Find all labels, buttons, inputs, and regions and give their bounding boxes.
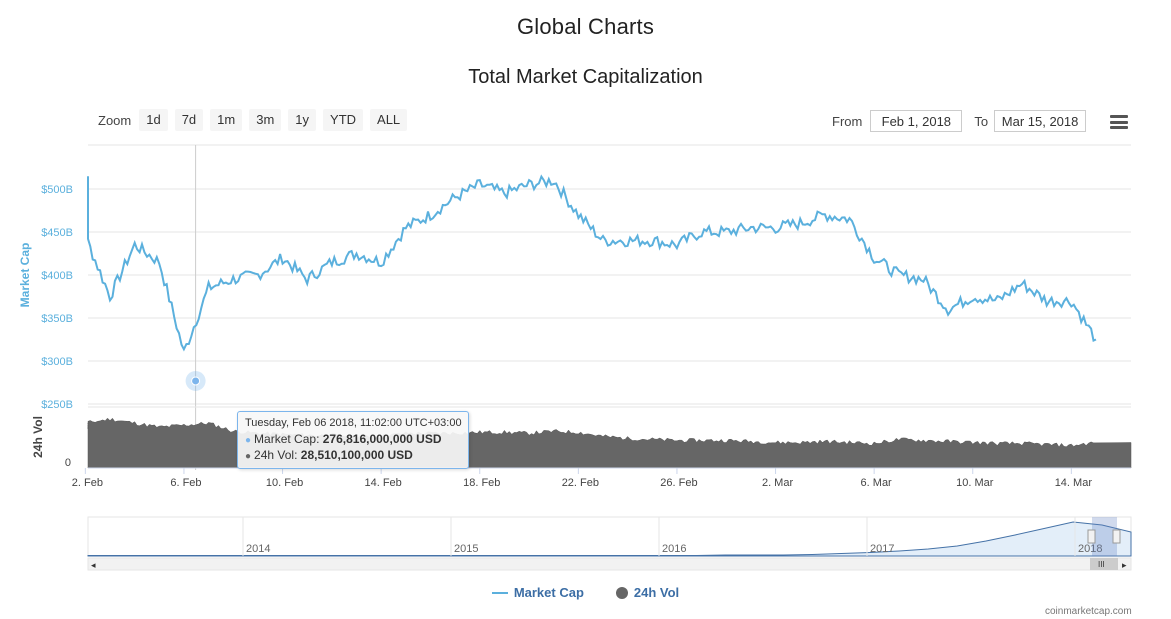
scrollbar-thumb: [1090, 558, 1118, 570]
legend-dot-icon: [615, 586, 628, 599]
scroll-right-arrow-icon: ▸: [1122, 560, 1127, 570]
x-tick-label: 18. Feb: [463, 477, 500, 489]
navigator-series: [87, 521, 1132, 557]
chart-legend: Market Cap 24h Vol: [0, 585, 1171, 600]
from-label: From: [832, 113, 863, 129]
navigator-right-handle: [1112, 529, 1121, 544]
zoom-ytd-button[interactable]: YTD: [323, 109, 364, 131]
hover-point-marker: [191, 376, 201, 386]
x-tick-label: 6. Mar: [861, 477, 893, 489]
navigator-year-label: 2014: [246, 543, 270, 555]
navigator-year-label: 2016: [662, 543, 686, 555]
zoom-7d-button[interactable]: 7d: [174, 109, 204, 131]
legend-market-cap-label: Market Cap: [513, 585, 584, 600]
chart-title: Total Market Capitalization: [468, 66, 703, 88]
scrollbar-grip-icon: III: [1098, 560, 1105, 569]
y-tick-label: $250B: [41, 399, 73, 411]
hamburger-menu-icon[interactable]: [1110, 115, 1128, 129]
tooltip-vol-label: 24h Vol:: [254, 448, 301, 462]
x-tick-label: 10. Mar: [956, 477, 994, 489]
x-tick-label: 2. Feb: [72, 477, 103, 489]
zoom-3m-button[interactable]: 3m: [249, 109, 282, 131]
zoom-1m-button[interactable]: 1m: [210, 109, 243, 131]
tooltip-vol-value: 28,510,100,000 USD: [300, 448, 413, 462]
x-tick-label: 6. Feb: [170, 477, 201, 489]
date-range: From To: [832, 110, 1087, 132]
page-title: Global Charts: [516, 14, 655, 39]
to-label: To: [974, 113, 989, 129]
x-tick-label: 26. Feb: [660, 477, 697, 489]
zoom-label: Zoom: [98, 112, 132, 128]
tooltip-market-cap-dot-icon: ●: [245, 435, 252, 446]
tooltip-market-cap-row: ● Market Cap: 276,816,000,000 USD: [245, 432, 468, 448]
x-tick-label: 2. Mar: [762, 477, 794, 489]
y-tick-label: $350B: [41, 313, 73, 325]
x-tick-label: 22. Feb: [562, 477, 599, 489]
y-tick-label: $400B: [41, 270, 73, 282]
volume-axis-title: 24h Vol: [31, 416, 45, 458]
navigator-left-handle: [1087, 529, 1096, 544]
tooltip-vol-dot-icon: ●: [245, 451, 252, 462]
from-date-input[interactable]: [870, 110, 963, 132]
navigator-year-label: 2018: [1078, 543, 1102, 555]
y-axis-title: Market Cap: [18, 243, 32, 308]
x-tick-label: 10. Feb: [266, 477, 303, 489]
scrollbar-track: [87, 557, 1132, 571]
to-date-input[interactable]: [994, 110, 1087, 132]
legend-item-market-cap[interactable]: Market Cap: [491, 585, 584, 600]
legend-item-vol[interactable]: 24h Vol: [615, 585, 680, 600]
market-cap-series-line: [87, 174, 1097, 352]
volume-tick-label: 0: [65, 457, 71, 469]
tooltip-header: Tuesday, Feb 06 2018, 11:02:00 UTC+03:00: [245, 417, 462, 429]
credit-link[interactable]: coinmarketcap.com: [1045, 606, 1132, 617]
y-tick-label: $450B: [41, 227, 73, 239]
zoom-all-button[interactable]: ALL: [370, 109, 408, 131]
y-tick-label: $300B: [41, 356, 73, 368]
legend-vol-label: 24h Vol: [633, 585, 680, 600]
navigator-year-label: 2015: [454, 543, 478, 555]
x-tick-label: 14. Feb: [364, 477, 401, 489]
zoom-1d-button[interactable]: 1d: [139, 109, 168, 131]
zoom-toolbar: Zoom 1d 7d 1m 3m 1y YTD ALL: [98, 109, 414, 131]
y-tick-label: $500B: [41, 184, 73, 196]
tooltip-market-cap-value: 276,816,000,000 USD: [322, 432, 442, 446]
scroll-left-arrow-icon: ◂: [91, 560, 96, 570]
chart-tooltip: Tuesday, Feb 06 2018, 11:02:00 UTC+03:00…: [237, 411, 469, 469]
x-tick-label: 14. Mar: [1055, 477, 1093, 489]
zoom-1y-button[interactable]: 1y: [288, 109, 317, 131]
tooltip-vol-row: ● 24h Vol: 28,510,100,000 USD: [245, 448, 468, 464]
legend-line-icon: [491, 591, 508, 594]
tooltip-market-cap-label: Market Cap:: [254, 432, 323, 446]
navigator-year-label: 2017: [870, 543, 894, 555]
